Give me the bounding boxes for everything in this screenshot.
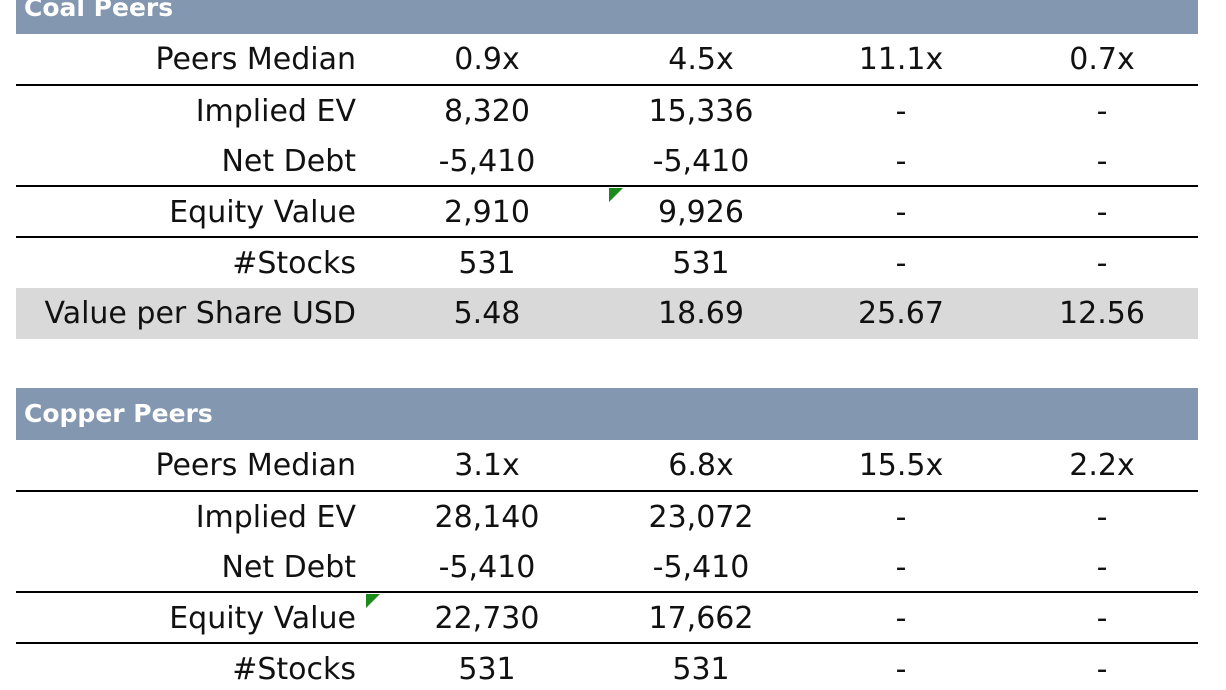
cell-ev-sales: 531 — [458, 246, 516, 281]
cell-ev-ebitda: 531 — [672, 246, 730, 281]
cell-ev-sales: -5,410 — [438, 550, 536, 585]
row-label: #Stocks — [232, 246, 356, 281]
cell-ev-sales: 5.48 — [453, 296, 521, 331]
copper-peers-header: Copper Peers — [16, 388, 1198, 440]
cell-pe: 11.1x — [858, 42, 944, 77]
cell-ev-ebitda: 17,662 — [648, 601, 754, 636]
row-label: Implied EV — [195, 500, 356, 535]
row-label: #Stocks — [232, 652, 356, 687]
cell-pe: - — [895, 550, 907, 585]
row-divider — [16, 490, 1198, 492]
table-row-net-debt: Net Debt -5,410 -5,410 - - — [16, 136, 1198, 187]
comment-indicator[interactable] — [366, 594, 380, 608]
cell-pe: - — [895, 144, 907, 179]
comment-indicator[interactable] — [609, 188, 623, 202]
cell-ev-ebitda: 4.5x — [668, 42, 734, 77]
row-label: Net Debt — [221, 144, 356, 179]
cell-pe: - — [895, 652, 907, 687]
coal-peers-header: Coal Peers — [16, 0, 1198, 34]
cell-pb: - — [1096, 550, 1108, 585]
table-row-stocks: #Stocks 531 531 - - — [16, 238, 1198, 289]
cell-pb: 0.7x — [1069, 42, 1135, 77]
row-label: Implied EV — [195, 94, 356, 129]
cell-pe: - — [895, 94, 907, 129]
table-row-stocks: #Stocks 531 531 - - — [16, 644, 1198, 690]
cell-pb: - — [1096, 652, 1108, 687]
cell-pb: - — [1096, 601, 1108, 636]
cell-ev-sales: 22,730 — [434, 601, 540, 636]
row-divider — [16, 236, 1198, 238]
cell-ev-ebitda: -5,410 — [652, 550, 750, 585]
cell-pb: - — [1096, 144, 1108, 179]
table-row-implied-ev: Implied EV 8,320 15,336 - - — [16, 86, 1198, 137]
cell-ev-sales: 3.1x — [454, 448, 520, 483]
row-divider — [16, 185, 1198, 187]
cell-ev-ebitda: 9,926 — [658, 195, 744, 230]
row-divider — [16, 84, 1198, 86]
cell-pb: - — [1096, 246, 1108, 281]
row-label: Equity Value — [169, 195, 356, 230]
row-label: Peers Median — [155, 448, 356, 483]
row-divider — [16, 642, 1198, 644]
table-row-value-per-share: Value per Share USD 5.48 18.69 25.67 12.… — [16, 288, 1198, 339]
table-row-equity-value: Equity Value 22,730 17,662 - - — [16, 593, 1198, 644]
cell-pb: - — [1096, 195, 1108, 230]
cell-pe: 15.5x — [858, 448, 944, 483]
cell-pe: 25.67 — [858, 296, 944, 331]
cell-ev-ebitda: 531 — [672, 652, 730, 687]
cell-ev-sales: -5,410 — [438, 144, 536, 179]
table-row-peers-median: Peers Median 0.9x 4.5x 11.1x 0.7x — [16, 34, 1198, 85]
row-divider — [16, 591, 1198, 593]
cell-pb: - — [1096, 500, 1108, 535]
row-label: Net Debt — [221, 550, 356, 585]
cell-ev-ebitda: 18.69 — [658, 296, 744, 331]
row-label: Value per Share USD — [44, 296, 357, 331]
table-row-implied-ev: Implied EV 28,140 23,072 - - — [16, 492, 1198, 543]
cell-ev-ebitda: 23,072 — [648, 500, 754, 535]
cell-pe: - — [895, 500, 907, 535]
cell-pb: 2.2x — [1069, 448, 1135, 483]
cell-pb: 12.56 — [1059, 296, 1145, 331]
table-row-peers-median: Peers Median 3.1x 6.8x 15.5x 2.2x — [16, 440, 1198, 491]
cell-ev-ebitda: 15,336 — [648, 94, 754, 129]
cell-pb: - — [1096, 94, 1108, 129]
cell-ev-ebitda: 6.8x — [668, 448, 734, 483]
cell-pe: - — [895, 601, 907, 636]
row-label: Equity Value — [169, 601, 356, 636]
cell-ev-sales: 28,140 — [434, 500, 540, 535]
table-row-net-debt: Net Debt -5,410 -5,410 - - — [16, 542, 1198, 593]
cell-ev-sales: 8,320 — [444, 94, 530, 129]
cell-pe: - — [895, 195, 907, 230]
table-row-equity-value: Equity Value 2,910 9,926 - - — [16, 187, 1198, 238]
cell-pe: - — [895, 246, 907, 281]
cell-ev-sales: 531 — [458, 652, 516, 687]
cell-ev-sales: 2,910 — [444, 195, 530, 230]
row-label: Peers Median — [155, 42, 356, 77]
cell-ev-sales: 0.9x — [454, 42, 520, 77]
cell-ev-ebitda: -5,410 — [652, 144, 750, 179]
